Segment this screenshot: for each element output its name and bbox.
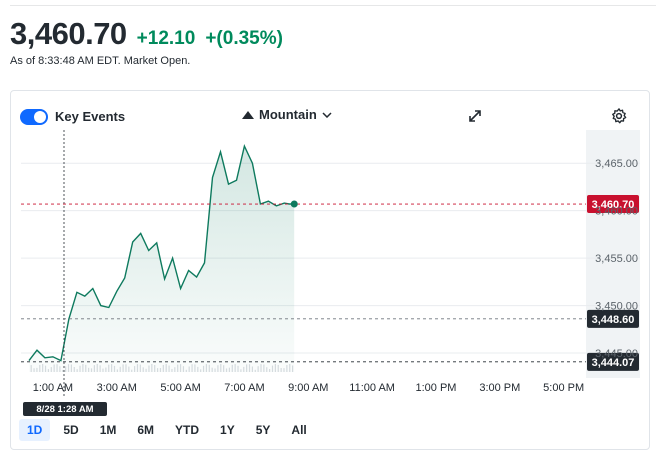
x-tick-label: 7:00 AM xyxy=(224,382,264,394)
y-tick-label: 3,450.00 xyxy=(595,301,638,313)
price-axis-panel xyxy=(586,130,640,378)
crosshair-time-label: 8/28 1:28 AM xyxy=(36,404,93,415)
price-badge-label: 3,444.07 xyxy=(592,357,635,369)
price-badge-previous-close xyxy=(587,309,639,328)
y-tick-label: 3,455.00 xyxy=(595,253,638,265)
range-tab-1m[interactable]: 1M xyxy=(99,423,117,437)
x-tick-label: 11:00 AM xyxy=(349,382,395,394)
y-tick-label: 3,465.00 xyxy=(595,158,638,170)
top-divider xyxy=(10,5,656,6)
expand-icon[interactable] xyxy=(466,107,484,125)
chart-card xyxy=(10,90,650,450)
x-tick-label: 3:00 PM xyxy=(479,382,520,394)
range-tab-all[interactable]: All xyxy=(291,423,307,437)
chart-style-dropdown[interactable]: Mountain xyxy=(242,107,332,122)
key-events-toggle[interactable] xyxy=(20,109,48,125)
chart-style-label: Mountain xyxy=(259,107,317,122)
toggle-knob xyxy=(34,111,46,123)
range-tab-1d[interactable]: 1D xyxy=(19,419,51,441)
price-badge-crosshair xyxy=(587,352,639,371)
crosshair-time-badge: 8/28 1:28 AM xyxy=(23,402,107,416)
range-tab-6m[interactable]: 6M xyxy=(137,423,155,437)
price-badge-current xyxy=(587,195,639,214)
quote-header: 3,460.70 +12.10 +(0.35%) xyxy=(10,16,283,52)
range-tab-5d[interactable]: 5D xyxy=(63,423,79,437)
range-tab-5y[interactable]: 5Y xyxy=(255,423,271,437)
last-price-dot xyxy=(290,200,298,208)
x-tick-label: 5:00 AM xyxy=(160,382,200,394)
range-tab-ytd[interactable]: YTD xyxy=(175,423,200,437)
x-tick-label: 1:00 AM xyxy=(33,382,73,394)
y-tick-label: 3,460.00 xyxy=(595,206,638,218)
mountain-icon xyxy=(242,111,254,119)
gear-icon[interactable] xyxy=(610,107,628,125)
x-tick-label: 9:00 AM xyxy=(288,382,328,394)
price-badge-label: 3,460.70 xyxy=(592,199,635,211)
range-tabs: 1D 5D 1M 6M YTD 1Y 5Y All xyxy=(19,419,320,441)
y-tick-label: 3,445.00 xyxy=(595,348,638,360)
quote-timestamp: As of 8:33:48 AM EDT. Market Open. xyxy=(10,55,191,67)
x-tick-label: 3:00 AM xyxy=(97,382,137,394)
price-area xyxy=(29,146,295,372)
key-events-label: Key Events xyxy=(55,109,126,124)
price-badge-label: 3,448.60 xyxy=(592,314,635,326)
price-change: +12.10 xyxy=(136,28,196,49)
range-tab-1y[interactable]: 1Y xyxy=(220,423,235,437)
current-price: 3,460.70 xyxy=(10,16,127,51)
chevron-down-icon xyxy=(322,111,332,118)
price-line xyxy=(28,143,295,362)
x-tick-label: 5:00 PM xyxy=(543,382,584,394)
price-change-percent: +(0.35%) xyxy=(205,28,283,49)
x-tick-label: 1:00 PM xyxy=(415,382,456,394)
